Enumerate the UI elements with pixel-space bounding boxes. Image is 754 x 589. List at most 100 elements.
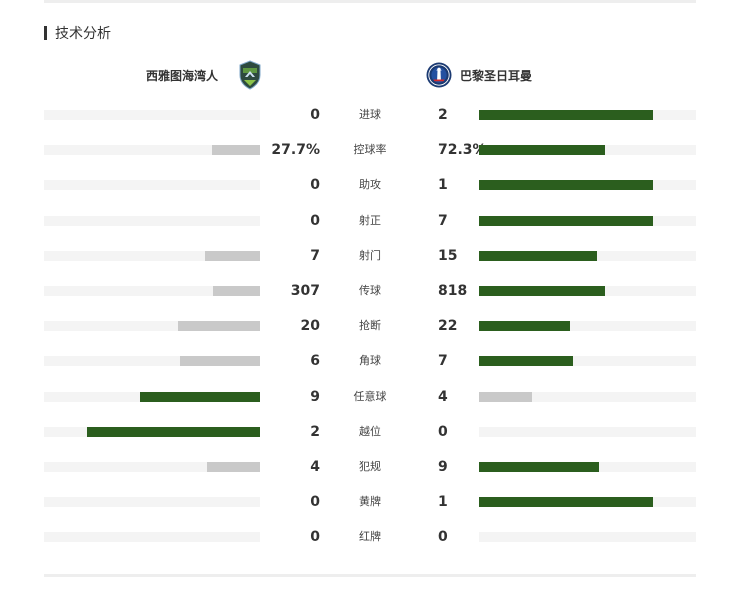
away-stat-bar — [479, 110, 653, 120]
home-stat-value: 0 — [310, 212, 320, 229]
away-stat-bar — [479, 250, 598, 261]
stat-row: 7 射门 15 — [0, 239, 754, 274]
away-stat-value: 0 — [438, 529, 448, 546]
away-stat-bar-track — [479, 110, 696, 120]
away-stat-bar-track — [479, 426, 696, 437]
section-title: 技术分析 — [55, 26, 111, 42]
away-stat-value: 818 — [438, 282, 468, 299]
home-stat-bar-track — [44, 532, 260, 543]
stat-row: 0 射正 7 — [0, 204, 754, 239]
section-header: 技术分析 — [44, 24, 111, 42]
home-stat-bar — [87, 426, 260, 437]
home-stat-bar — [177, 321, 260, 332]
away-stat-bar-track — [479, 145, 696, 156]
stat-label: 黄牌 — [359, 495, 381, 509]
stat-label: 助攻 — [359, 178, 381, 192]
bottom-divider — [44, 574, 696, 577]
home-stat-bar-track — [44, 180, 260, 191]
top-divider — [44, 0, 696, 3]
away-stat-bar-track — [479, 391, 696, 402]
away-stat-value: 72.3% — [438, 142, 487, 159]
home-stat-value: 0 — [310, 107, 320, 123]
home-stat-bar-track — [44, 215, 260, 226]
psg-crest-icon[interactable] — [426, 62, 452, 88]
home-stat-bar-track — [44, 356, 260, 367]
stat-label: 角球 — [359, 354, 381, 368]
home-team-name[interactable]: 西雅图海湾人 — [145, 68, 218, 83]
away-stat-bar — [479, 391, 533, 402]
home-stat-bar — [212, 145, 260, 156]
away-stat-bar-track — [479, 356, 696, 367]
home-team[interactable]: 西雅图海湾人 — [146, 58, 262, 92]
away-stat-bar — [479, 461, 600, 472]
away-stat-bar — [479, 180, 653, 191]
away-stat-bar-track — [479, 461, 696, 472]
home-stat-bar-track — [44, 145, 260, 156]
title-accent-bar — [44, 26, 47, 40]
away-stat-bar-track — [479, 497, 696, 508]
stat-label: 控球率 — [353, 143, 387, 157]
away-stat-value: 22 — [438, 318, 458, 335]
stat-row: 0 红牌 0 — [0, 520, 754, 555]
home-stat-bar — [204, 250, 260, 261]
home-stat-bar — [212, 285, 260, 296]
away-stat-value: 7 — [438, 353, 448, 370]
away-stat-value: 4 — [438, 388, 448, 405]
away-stat-bar-track — [479, 321, 696, 332]
home-stat-value: 6 — [310, 353, 320, 370]
away-team[interactable]: 巴黎圣日耳曼 — [426, 58, 532, 92]
home-stat-bar-track — [44, 426, 260, 437]
stat-row: 0 助攻 1 — [0, 168, 754, 203]
away-stat-bar-track — [479, 180, 696, 191]
stat-row: 0 黄牌 1 — [0, 485, 754, 520]
home-stat-value: 4 — [310, 458, 320, 475]
away-stat-value: 1 — [438, 494, 448, 511]
stat-label: 进球 — [359, 108, 381, 121]
stat-label: 任意球 — [353, 389, 387, 403]
home-stat-value: 9 — [310, 388, 320, 405]
stat-row: 27.7% 控球率 72.3% — [0, 133, 754, 168]
stat-label: 射正 — [359, 213, 381, 227]
stat-row: 9 任意球 4 — [0, 380, 754, 415]
home-stat-bar — [140, 391, 260, 402]
stat-row: 4 犯规 9 — [0, 450, 754, 485]
away-stat-bar — [479, 285, 606, 296]
stat-label: 射门 — [359, 248, 381, 262]
away-stat-bar — [479, 145, 605, 156]
stat-row: 2 越位 0 — [0, 415, 754, 450]
away-stat-bar-track — [479, 250, 696, 261]
away-stat-value: 7 — [438, 212, 448, 229]
home-stat-value: 0 — [310, 494, 320, 511]
stat-label: 越位 — [359, 424, 381, 438]
home-stat-bar — [206, 461, 260, 472]
home-stat-bar-track — [44, 497, 260, 508]
home-stat-value: 27.7% — [271, 142, 320, 159]
stat-label: 犯规 — [359, 459, 381, 473]
stat-row: 307 传球 818 — [0, 274, 754, 309]
seattle-sounders-crest-icon[interactable] — [238, 60, 262, 90]
home-stat-bar-track — [44, 461, 260, 472]
home-stat-value: 2 — [310, 423, 320, 440]
home-stat-bar-track — [44, 250, 260, 261]
home-stat-bar-track — [44, 110, 260, 120]
away-stat-bar-track — [479, 285, 696, 296]
stat-row: 6 角球 7 — [0, 344, 754, 379]
away-stat-bar — [479, 215, 653, 226]
home-stat-value: 0 — [310, 177, 320, 194]
away-team-name[interactable]: 巴黎圣日耳曼 — [460, 68, 533, 83]
away-stat-bar-track — [479, 532, 696, 543]
away-stat-bar — [479, 356, 573, 367]
home-stat-bar-track — [44, 321, 260, 332]
home-stat-bar-track — [44, 285, 260, 296]
away-stat-bar-track — [479, 215, 696, 226]
away-stat-value: 15 — [438, 247, 458, 264]
home-stat-value: 20 — [300, 318, 320, 335]
stat-label: 抢断 — [359, 319, 381, 333]
home-stat-bar-track — [44, 391, 260, 402]
stats-table: 0 进球 2 27.7% 控球率 72.3% 0 助攻 1 0 射正 7 7 射门 15 307 传球 818 20… — [0, 98, 754, 555]
away-stat-value: 2 — [438, 107, 448, 123]
away-stat-value: 0 — [438, 423, 448, 440]
stat-row: 0 进球 2 — [0, 98, 754, 133]
stat-label: 传球 — [359, 283, 381, 297]
away-stat-value: 9 — [438, 458, 448, 475]
